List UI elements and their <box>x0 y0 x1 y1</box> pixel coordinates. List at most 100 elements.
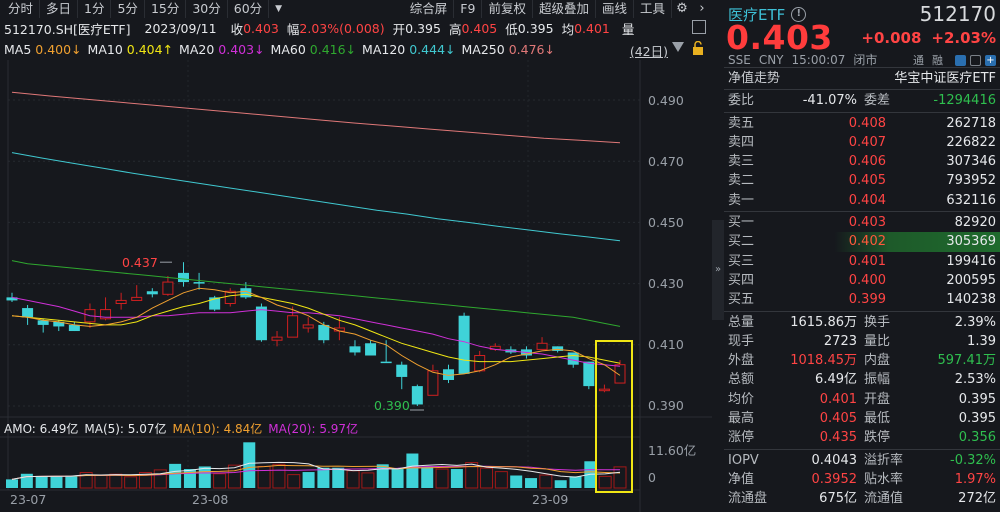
close-label: 收 <box>230 21 244 37</box>
ma250-label: MA250 <box>461 41 505 57</box>
stat-value: -0.32% <box>950 452 996 468</box>
kline-chart[interactable] <box>0 60 712 512</box>
stat-label: 流通值 <box>864 491 904 507</box>
period-dropdown-icon[interactable]: ▼ <box>275 4 283 14</box>
bid-label: 买四 <box>728 272 755 288</box>
menu-f9[interactable]: F9 <box>454 0 483 18</box>
quote-tags: 通 融 + <box>913 52 996 68</box>
etf-stat-row: 净值 0.3952 贴水率 1.97% <box>724 470 1000 489</box>
ask-volume: 307346 <box>946 154 996 170</box>
ma120-value: 0.444↓ <box>409 41 456 57</box>
ma120-item: MA120 0.444↓ <box>362 42 455 57</box>
menu-super-overlay[interactable]: 超级叠加 <box>533 0 596 18</box>
bid-volume: 140238 <box>946 292 996 308</box>
ma5-value: 0.400↓ <box>35 41 82 57</box>
bid-row[interactable]: 买五 0.399 140238 <box>724 290 1000 309</box>
bid-row[interactable]: 买一 0.403 82920 <box>724 213 1000 232</box>
ask-label: 卖五 <box>728 115 755 131</box>
change-label: 幅 <box>286 21 300 37</box>
nav-trend-row[interactable]: 净值走势 华宝中证医疗ETF <box>724 69 1000 88</box>
price-tick: 0.410 <box>648 337 684 352</box>
collapse-panel-button[interactable]: » <box>712 220 724 320</box>
ask-row[interactable]: 卖五 0.408 262718 <box>724 114 1000 133</box>
amo-ma20: MA(20): 5.97亿 <box>268 421 359 436</box>
price-tick: 0.450 <box>648 215 684 230</box>
stat-label: 涨停 <box>728 430 755 446</box>
days-range-button[interactable]: (42日) <box>629 44 668 59</box>
bid-row-highlighted[interactable]: 买二 0.402 305369 <box>724 232 1000 252</box>
ask-row[interactable]: 卖三 0.406 307346 <box>724 152 1000 171</box>
menu-drawing[interactable]: 画线 <box>596 0 634 18</box>
add-icon[interactable]: + <box>985 54 996 66</box>
ask-row[interactable]: 卖四 0.407 226822 <box>724 133 1000 152</box>
weicha-label: 委差 <box>864 93 891 109</box>
ask-row[interactable]: 卖二 0.405 793952 <box>724 171 1000 190</box>
ask-label: 卖一 <box>728 192 755 208</box>
high-label: 高 <box>448 21 462 37</box>
ma250-value: 0.476↓ <box>508 41 555 57</box>
price-tick: 0.390 <box>648 398 684 413</box>
tab-period-0[interactable]: 分时 <box>0 0 41 18</box>
stat-value: 2723 <box>823 333 857 349</box>
tab-period-1[interactable]: 多日 <box>40 0 79 18</box>
etf-stat-row: IOPV 0.4043 溢折率 -0.32% <box>724 451 1000 470</box>
etf-stats-table: IOPV 0.4043 溢折率 -0.32% 净值 0.3952 贴水率 1.97% 流通盘 67… <box>724 451 1000 509</box>
change-amount: +0.008 <box>861 29 922 47</box>
ma60-label: MA60 <box>270 41 306 57</box>
ma20-item: MA20 0.403↓ <box>179 42 265 57</box>
ask-volume: 793952 <box>946 173 996 189</box>
gear-icon[interactable]: ⚙ <box>676 1 688 16</box>
info-icon[interactable]: ! <box>791 7 807 22</box>
weibi-value: -41.07% <box>802 93 857 109</box>
stat-label: 振幅 <box>864 372 891 388</box>
alert-icon[interactable] <box>970 54 981 66</box>
bid-row[interactable]: 买三 0.401 199416 <box>724 252 1000 271</box>
bid-book: 买一 0.403 82920 买二 0.402 305369 买三 0.401 199416… <box>724 213 1000 309</box>
menu-overview-screen[interactable]: 综合屏 <box>402 0 455 18</box>
ma60-value: 0.416↓ <box>309 41 357 57</box>
change-value: 2.03%(0.008) <box>299 20 385 36</box>
ma250-item: MA250 0.476↓ <box>462 42 555 57</box>
unlock-icon[interactable] <box>692 41 704 55</box>
weibi-label: 委比 <box>728 93 755 109</box>
ma120-label: MA120 <box>362 41 406 57</box>
ma5-label: MA5 <box>4 41 32 57</box>
ma-legend: MA5 0.400↓ MA10 0.404↑ MA20 0.403↓ MA60 … <box>0 40 712 59</box>
high-annotation: 0.437 <box>122 255 158 270</box>
chevron-right-icon[interactable]: › <box>699 1 705 16</box>
stat-row: 涨停 0.435 跌停 0.356 <box>724 428 1000 447</box>
stat-value: 2.39% <box>954 314 996 330</box>
stat-row: 总额 6.49亿 振幅 2.53% <box>724 370 1000 389</box>
stat-row: 最高 0.405 最低 0.395 <box>724 409 1000 428</box>
dropdown-triangle-icon[interactable] <box>672 42 684 52</box>
tab-period-4[interactable]: 15分 <box>145 0 187 18</box>
stat-value: 597.41万 <box>937 353 997 369</box>
quote-time: 15:00:07 <box>791 53 846 67</box>
market-meta: SSE CNY 15:00:07 闭市 <box>728 51 885 68</box>
fund-full-name: 华宝中证医疗ETF <box>894 71 996 86</box>
ask-row[interactable]: 卖一 0.404 632116 <box>724 191 1000 210</box>
tab-period-5[interactable]: 30分 <box>186 0 228 18</box>
bid-row[interactable]: 买四 0.400 200595 <box>724 271 1000 290</box>
ma10-item: MA10 0.404↑ <box>88 42 174 57</box>
avg-value: 0.401 <box>574 20 610 36</box>
menu-tools[interactable]: 工具 <box>634 0 672 18</box>
tab-period-2[interactable]: 1分 <box>78 0 112 18</box>
tab-period-6[interactable]: 60分 <box>228 0 270 18</box>
ask-price: 0.407 <box>848 134 886 150</box>
quote-infobar: 512170.SH[医疗ETF] 2023/09/11 收 0.403 幅 2.… <box>0 19 712 37</box>
edit-icon[interactable] <box>955 54 966 66</box>
ask-price: 0.404 <box>848 192 886 208</box>
stat-label: 贴水率 <box>864 471 904 487</box>
stat-value: 1.97% <box>954 471 996 487</box>
stat-label: 内盘 <box>864 353 891 369</box>
layout-icon[interactable] <box>692 20 706 34</box>
currency: CNY <box>758 53 784 67</box>
nav-trend-link[interactable]: 净值走势 <box>728 71 781 86</box>
tool-menu: 综合屏 F9 前复权 超级叠加 画线 工具 ⚙ › <box>402 0 712 18</box>
bid-price: 0.401 <box>848 253 886 269</box>
ask-label: 卖三 <box>728 154 755 170</box>
tab-period-3[interactable]: 5分 <box>111 0 145 18</box>
menu-forward-adjust[interactable]: 前复权 <box>482 0 533 18</box>
ask-label: 卖二 <box>728 173 755 189</box>
